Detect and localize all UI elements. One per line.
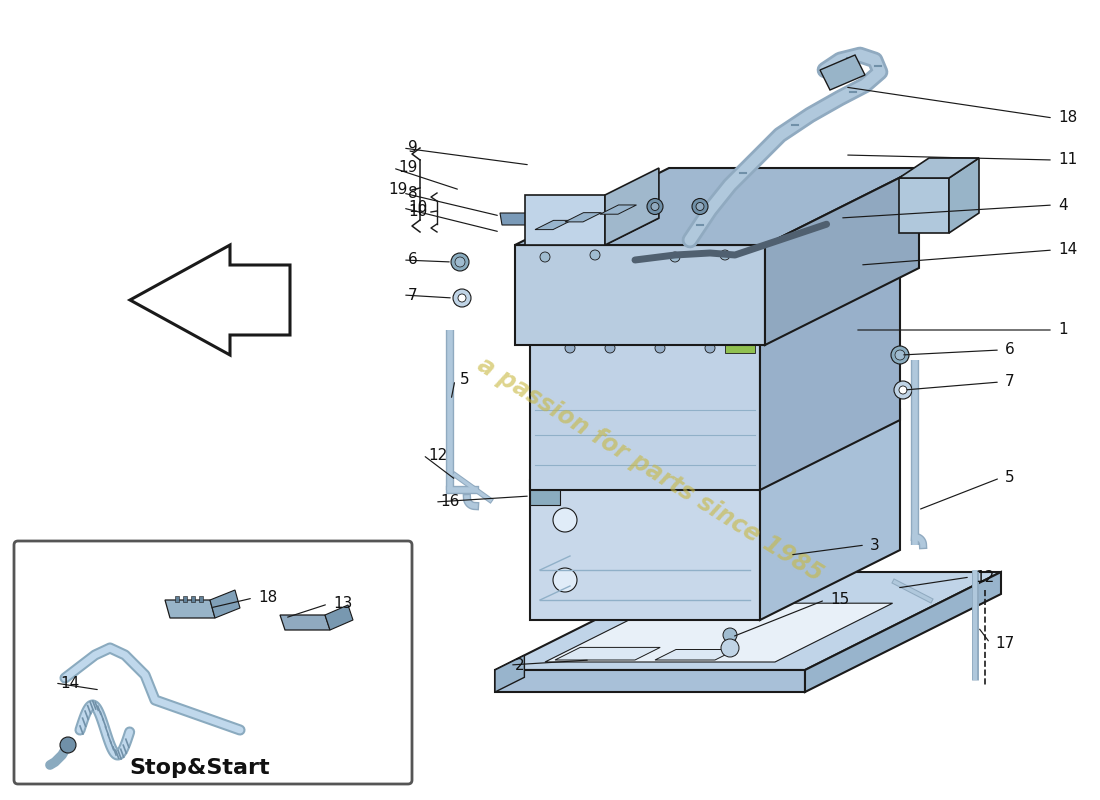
Circle shape xyxy=(458,294,466,302)
FancyBboxPatch shape xyxy=(14,541,412,784)
Polygon shape xyxy=(899,158,979,178)
Circle shape xyxy=(692,198,708,214)
Text: 10: 10 xyxy=(408,201,427,215)
Polygon shape xyxy=(130,245,290,355)
Text: 17: 17 xyxy=(996,635,1014,650)
Polygon shape xyxy=(495,670,805,692)
Text: 12: 12 xyxy=(428,447,448,462)
Polygon shape xyxy=(760,270,900,490)
Circle shape xyxy=(553,568,578,592)
Polygon shape xyxy=(515,245,764,345)
Circle shape xyxy=(553,508,578,532)
Text: 12: 12 xyxy=(975,570,994,585)
Bar xyxy=(725,630,735,652)
Text: 3: 3 xyxy=(870,538,880,553)
Polygon shape xyxy=(515,168,918,245)
Circle shape xyxy=(899,386,907,394)
Text: 19: 19 xyxy=(388,182,408,198)
Text: 2: 2 xyxy=(515,658,525,673)
Circle shape xyxy=(590,250,600,260)
Text: 18: 18 xyxy=(258,590,277,606)
Polygon shape xyxy=(949,158,979,233)
Bar xyxy=(175,596,179,602)
Polygon shape xyxy=(535,220,572,230)
Polygon shape xyxy=(600,205,637,214)
Bar xyxy=(183,596,187,602)
Circle shape xyxy=(670,252,680,262)
Text: 10: 10 xyxy=(409,205,428,219)
Polygon shape xyxy=(530,270,900,340)
Circle shape xyxy=(647,198,663,214)
Circle shape xyxy=(60,737,76,753)
Text: Stop&Start: Stop&Start xyxy=(130,758,271,778)
Text: 7: 7 xyxy=(1005,374,1014,390)
Circle shape xyxy=(696,202,704,210)
Circle shape xyxy=(654,343,666,353)
Polygon shape xyxy=(899,178,949,233)
Polygon shape xyxy=(495,572,1001,670)
Text: 11: 11 xyxy=(1058,153,1077,167)
Text: 14: 14 xyxy=(60,675,79,690)
Polygon shape xyxy=(530,410,900,480)
Polygon shape xyxy=(760,410,900,620)
Text: 1: 1 xyxy=(1058,322,1068,338)
Polygon shape xyxy=(530,490,560,505)
Circle shape xyxy=(565,343,575,353)
Circle shape xyxy=(720,250,730,260)
Circle shape xyxy=(540,252,550,262)
Polygon shape xyxy=(210,590,240,618)
Circle shape xyxy=(451,253,469,271)
Text: 14: 14 xyxy=(1058,242,1077,258)
Polygon shape xyxy=(805,572,1001,692)
Circle shape xyxy=(453,289,471,307)
Bar xyxy=(199,596,204,602)
Polygon shape xyxy=(324,605,353,630)
Polygon shape xyxy=(495,655,525,692)
Text: 9: 9 xyxy=(408,141,418,155)
Circle shape xyxy=(720,639,739,657)
Polygon shape xyxy=(654,650,736,660)
Circle shape xyxy=(894,381,912,399)
Bar xyxy=(725,345,755,353)
Text: 6: 6 xyxy=(1005,342,1014,358)
Circle shape xyxy=(705,343,715,353)
Text: 13: 13 xyxy=(333,597,352,611)
Polygon shape xyxy=(540,208,557,225)
Polygon shape xyxy=(525,218,659,245)
Bar xyxy=(191,596,195,602)
Circle shape xyxy=(891,346,909,364)
Polygon shape xyxy=(764,168,918,345)
Polygon shape xyxy=(280,615,330,630)
Polygon shape xyxy=(165,600,214,618)
Polygon shape xyxy=(500,213,542,225)
Polygon shape xyxy=(565,213,602,222)
Polygon shape xyxy=(525,195,605,245)
Text: 7: 7 xyxy=(408,287,418,302)
Text: 15: 15 xyxy=(830,593,849,607)
Text: 16: 16 xyxy=(440,494,460,510)
Polygon shape xyxy=(605,168,659,245)
Circle shape xyxy=(895,350,905,360)
Polygon shape xyxy=(820,55,865,90)
Circle shape xyxy=(651,202,659,210)
Text: 4: 4 xyxy=(1058,198,1068,213)
Circle shape xyxy=(605,343,615,353)
Polygon shape xyxy=(530,340,760,490)
Circle shape xyxy=(723,628,737,642)
Text: 19: 19 xyxy=(398,161,417,175)
Polygon shape xyxy=(556,647,660,660)
Text: a passion for parts since 1985: a passion for parts since 1985 xyxy=(473,353,827,587)
Text: 8: 8 xyxy=(408,186,418,201)
Text: 18: 18 xyxy=(1058,110,1077,126)
Text: ELD: ELD xyxy=(558,362,902,518)
Polygon shape xyxy=(530,480,760,620)
Text: 5: 5 xyxy=(460,373,470,387)
Polygon shape xyxy=(544,603,892,662)
Text: 6: 6 xyxy=(408,253,418,267)
Text: 5: 5 xyxy=(1005,470,1014,486)
Circle shape xyxy=(455,257,465,267)
